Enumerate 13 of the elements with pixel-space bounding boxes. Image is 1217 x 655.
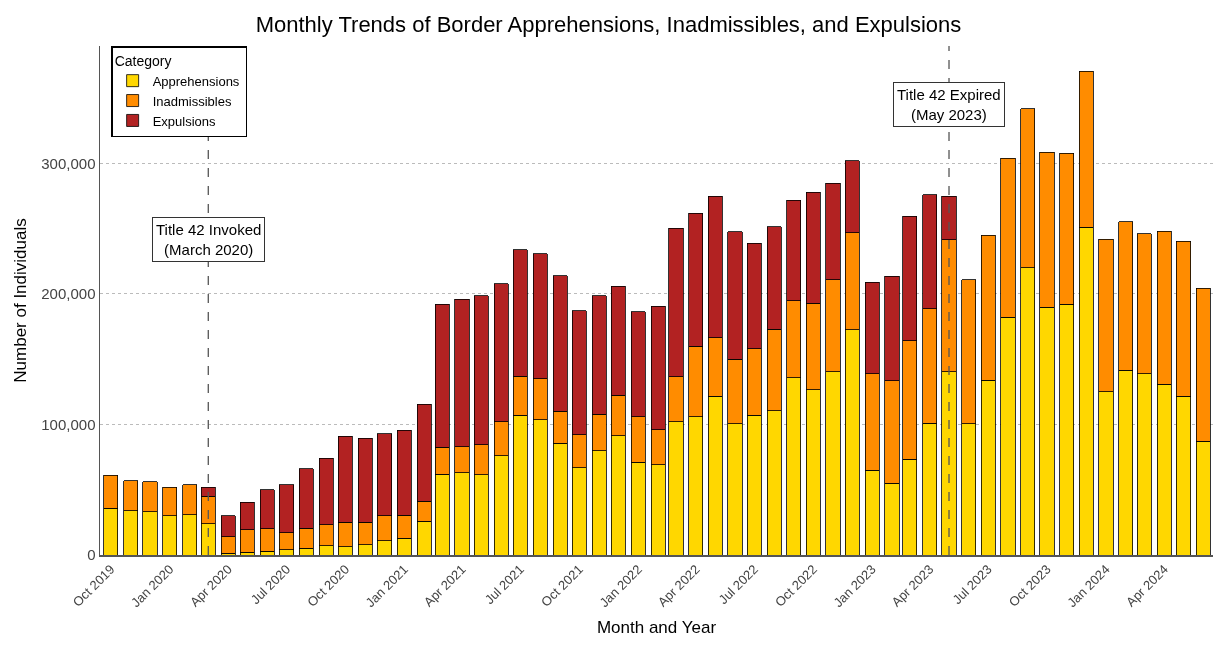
legend-title: Category (114, 52, 172, 69)
y-tick-label: 300,000 (41, 154, 96, 172)
ref-line-label: Title 42 Expired (May 2023) (897, 86, 1001, 123)
y-axis-title: Number of Individuals (11, 218, 31, 383)
x-axis-title: Month and Year (596, 618, 717, 638)
legend-label: Expulsions (152, 113, 216, 129)
y-tick-label: 200,000 (41, 285, 96, 303)
chart-title: Monthly Trends of Border Apprehensions, Inadmissibles, and Expulsions (255, 11, 962, 37)
legend-label: Apprehensions (152, 73, 240, 89)
legend-label: Inadmissibles (152, 93, 232, 109)
y-tick-label: 100,000 (41, 415, 96, 433)
y-tick-label: 0 (87, 546, 96, 564)
ref-line-label: Title 42 Invoked (March 2020) (156, 221, 262, 258)
